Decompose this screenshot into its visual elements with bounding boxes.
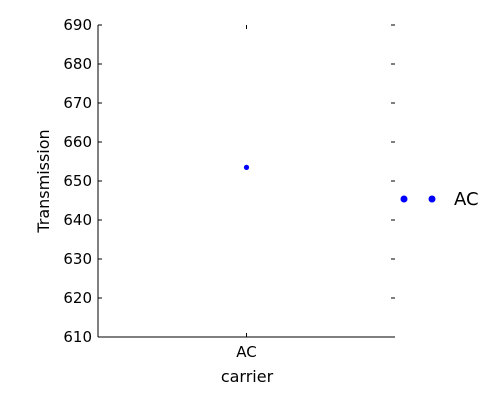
x-axis-ticks: AC [236, 25, 257, 361]
legend: AC [400, 189, 479, 210]
y-tick-label: 690 [63, 16, 92, 34]
y-tick-label: 610 [63, 328, 92, 346]
y-tick-label: 620 [63, 289, 92, 307]
legend-marker [400, 195, 408, 203]
axes [97, 25, 395, 338]
y-tick-label: 660 [63, 133, 92, 151]
data-points [243, 164, 250, 170]
y-axis-label: Transmission [34, 129, 53, 233]
y-tick-label: 630 [63, 250, 92, 268]
legend-marker [428, 195, 436, 203]
y-tick-label: 640 [63, 211, 92, 229]
y-tick-label: 650 [63, 172, 92, 190]
x-axis-label: carrier [221, 367, 274, 386]
data-point [243, 164, 250, 170]
legend-label: AC [454, 189, 479, 210]
x-tick-label: AC [236, 343, 256, 361]
y-tick-label: 680 [63, 55, 92, 73]
y-tick-label: 670 [63, 94, 92, 112]
y-axis-ticks: 610 620 630 640 650 660 670 680 690 [63, 16, 395, 346]
